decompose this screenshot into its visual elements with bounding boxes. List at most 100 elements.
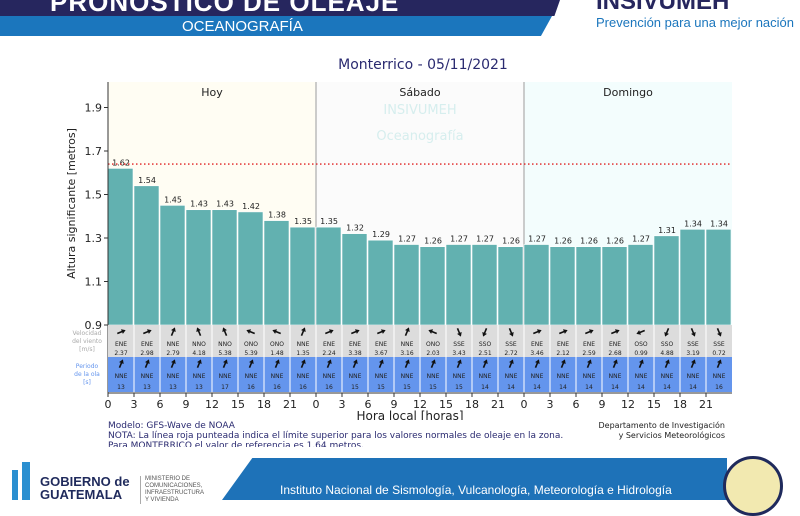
x-tick-label: 15 bbox=[231, 398, 245, 411]
wave-period: 15 bbox=[377, 384, 385, 391]
wave-arrow-icon bbox=[378, 359, 384, 369]
gov-logo-pillar bbox=[12, 470, 18, 500]
bar bbox=[419, 246, 446, 326]
footer-banner bbox=[222, 458, 727, 500]
page-title: PRONÓSTICO DE OLEAJE bbox=[50, 0, 400, 17]
x-tick-label: 9 bbox=[599, 398, 606, 411]
bar bbox=[705, 229, 732, 326]
wave-direction: NNE bbox=[115, 373, 128, 380]
data-label: 1.43 bbox=[216, 200, 234, 209]
wind-speed: 2.98 bbox=[140, 350, 154, 357]
wind-direction: ENE bbox=[115, 341, 127, 348]
watermark: Oceanografía bbox=[376, 129, 463, 144]
data-label: 1.35 bbox=[320, 217, 338, 226]
brand-tagline: Prevención para una mejor nación bbox=[596, 15, 795, 30]
x-tick-label: 0 bbox=[521, 398, 528, 411]
wind-arrow-icon bbox=[272, 329, 282, 335]
data-label: 1.26 bbox=[554, 237, 572, 246]
wave-direction: NNE bbox=[245, 373, 258, 380]
wave-arrow-icon bbox=[690, 359, 696, 369]
wave-arrow-icon bbox=[612, 359, 618, 369]
bar bbox=[549, 246, 576, 326]
wind-speed: 0.72 bbox=[712, 350, 726, 357]
wind-direction: ENE bbox=[375, 341, 387, 348]
x-tick-label: 6 bbox=[573, 398, 580, 411]
wave-direction: NNE bbox=[401, 373, 414, 380]
x-tick-label: 3 bbox=[131, 398, 138, 411]
wind-speed: 3.19 bbox=[686, 350, 700, 357]
wind-speed: 3.16 bbox=[400, 350, 414, 357]
wind-arrow-icon bbox=[456, 327, 462, 337]
wave-period: 14 bbox=[481, 384, 489, 391]
x-tick-label: 18 bbox=[465, 398, 479, 411]
wind-speed: 4.88 bbox=[660, 350, 674, 357]
wave-direction: NNE bbox=[687, 373, 700, 380]
wind-speed: 5.38 bbox=[218, 350, 232, 357]
data-label: 1.34 bbox=[684, 219, 702, 228]
data-label: 1.43 bbox=[190, 200, 208, 209]
wave-direction: NNE bbox=[479, 373, 492, 380]
wave-period: 17 bbox=[221, 384, 229, 391]
wave-period: 13 bbox=[117, 384, 125, 391]
x-tick-label: 18 bbox=[673, 398, 687, 411]
data-label: 1.27 bbox=[632, 235, 650, 244]
data-label: 1.27 bbox=[476, 235, 494, 244]
wave-direction: NNE bbox=[271, 373, 284, 380]
wind-speed: 2.51 bbox=[478, 350, 492, 357]
wind-direction: ENE bbox=[531, 341, 543, 348]
wind-direction: SSE bbox=[505, 341, 517, 348]
wave-direction: NNE bbox=[323, 373, 336, 380]
y-tick-label: 1.1 bbox=[85, 276, 103, 289]
wind-speed: 3.38 bbox=[348, 350, 362, 357]
chart-title: Monterrico - 05/11/2021 bbox=[338, 57, 508, 73]
bar bbox=[237, 211, 264, 326]
x-tick-label: 15 bbox=[647, 398, 661, 411]
red-line-note: NOTA: La línea roja punteada indica el l… bbox=[108, 431, 564, 441]
wind-direction: ONO bbox=[244, 341, 258, 348]
wave-period: 14 bbox=[507, 384, 515, 391]
x-tick-label: 0 bbox=[105, 398, 112, 411]
y-tick-label: 1.7 bbox=[85, 145, 103, 158]
x-tick-label: 3 bbox=[339, 398, 346, 411]
wind-direction: SSO bbox=[479, 341, 492, 348]
wind-direction: ENE bbox=[583, 341, 595, 348]
wind-arrow-icon bbox=[532, 329, 542, 335]
wind-speed: 2.68 bbox=[608, 350, 622, 357]
bar bbox=[289, 226, 316, 326]
wave-arrow-icon bbox=[118, 359, 124, 369]
data-label: 1.31 bbox=[658, 226, 676, 235]
wind-direction: ENE bbox=[609, 341, 621, 348]
wave-arrow-icon bbox=[196, 359, 202, 369]
wave-arrow-icon bbox=[560, 359, 566, 369]
reference-note: Para MONTERRICO el valor de referencia e… bbox=[108, 441, 364, 451]
wave-arrow-icon bbox=[170, 359, 176, 369]
wind-speed: 2.59 bbox=[582, 350, 596, 357]
wind-speed: 2.37 bbox=[114, 350, 128, 357]
wave-period: 14 bbox=[533, 384, 541, 391]
wind-arrow-icon bbox=[116, 329, 126, 335]
wind-speed: 2.24 bbox=[322, 350, 336, 357]
wind-row-label: [m/s] bbox=[79, 346, 95, 353]
x-tick-label: 21 bbox=[283, 398, 297, 411]
x-tick-label: 21 bbox=[699, 398, 713, 411]
y-tick-label: 1.5 bbox=[85, 189, 103, 202]
x-tick-label: 21 bbox=[491, 398, 505, 411]
bar bbox=[367, 239, 394, 326]
wind-arrow-icon bbox=[376, 329, 386, 335]
wave-arrow-icon bbox=[404, 359, 410, 369]
wind-speed: 1.35 bbox=[296, 350, 310, 357]
wind-speed: 2.72 bbox=[504, 350, 518, 357]
wave-arrow-icon bbox=[274, 359, 280, 369]
data-label: 1.34 bbox=[710, 219, 728, 228]
wind-arrow-icon bbox=[584, 329, 594, 335]
wave-direction: NNE bbox=[141, 373, 154, 380]
wave-chart: Hoy Sábado Domingo INSIVUMEH Oceanografía 1.6… bbox=[65, 82, 732, 420]
y-tick-label: 1.3 bbox=[85, 232, 103, 245]
bar bbox=[653, 235, 680, 326]
wave-direction: NNE bbox=[167, 373, 180, 380]
gov-line-2: GUATEMALA bbox=[40, 487, 123, 502]
day-label: Hoy bbox=[201, 86, 223, 99]
data-label: 1.62 bbox=[112, 158, 130, 167]
wave-arrow-icon bbox=[300, 359, 306, 369]
data-label: 1.26 bbox=[502, 237, 520, 246]
